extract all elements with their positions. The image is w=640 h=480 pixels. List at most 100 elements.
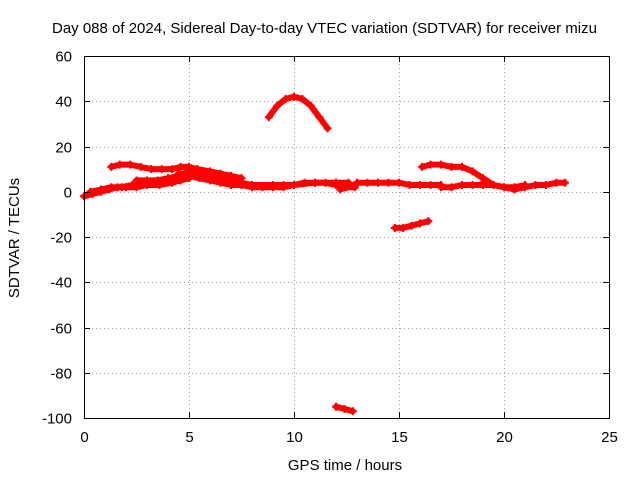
data-point [437, 183, 445, 192]
data-point [227, 180, 235, 189]
data-point [437, 160, 445, 169]
data-point [176, 162, 185, 171]
data-point [521, 180, 529, 189]
data-point [115, 160, 124, 169]
y-tick-label: 60 [55, 49, 72, 66]
data-point [269, 183, 277, 192]
series-track-9 [353, 178, 445, 189]
data-point [323, 124, 332, 133]
data-point [552, 178, 561, 187]
data-point [237, 180, 246, 189]
data-point [384, 178, 393, 187]
data-point [416, 180, 424, 189]
series-track-6 [264, 92, 332, 133]
series-line [265, 93, 331, 132]
y-tick-label: -100 [42, 411, 72, 428]
data-point [426, 180, 435, 189]
data-point [311, 178, 319, 187]
series-track-3 [107, 160, 246, 183]
data-point [195, 174, 204, 183]
data-point [216, 178, 225, 187]
data-point [407, 221, 416, 230]
data-point [395, 178, 403, 187]
data-point [510, 183, 519, 192]
data-point [458, 180, 466, 189]
x-tick-label: 15 [391, 429, 408, 446]
data-point [342, 183, 351, 192]
x-tick-label: 0 [80, 429, 88, 446]
data-point [153, 176, 162, 185]
x-tick-label: 20 [496, 429, 513, 446]
data-point [168, 165, 177, 174]
data-point [353, 178, 361, 187]
data-point [363, 178, 372, 187]
data-point [290, 92, 298, 101]
gridlines [84, 56, 609, 418]
data-point [143, 176, 151, 185]
data-point [107, 183, 116, 192]
data-series [80, 92, 569, 416]
y-tick-label: -20 [50, 230, 72, 247]
data-point [321, 178, 330, 187]
data-point [132, 176, 141, 185]
series-track-8 [336, 183, 359, 194]
data-point [273, 101, 282, 110]
data-point [300, 178, 309, 187]
data-point [332, 402, 340, 411]
data-point [340, 404, 349, 413]
data-point [374, 178, 382, 187]
y-tick-label: 0 [64, 185, 72, 202]
x-tick-label: 10 [286, 429, 303, 446]
data-point [306, 101, 315, 110]
x-axis-label: GPS time / hours [288, 457, 402, 474]
data-point [315, 113, 324, 122]
data-point [258, 183, 267, 192]
data-point [418, 162, 427, 171]
data-point [405, 180, 414, 189]
data-point [426, 160, 435, 169]
data-point [489, 180, 498, 189]
y-tick-label: 40 [55, 94, 72, 111]
data-point [281, 94, 290, 103]
data-point [447, 162, 456, 171]
data-point [86, 187, 95, 196]
data-point [185, 171, 193, 180]
x-tick-label: 25 [601, 429, 618, 446]
axis-ticks: 0 5 10 15 20 25 -100 -80 -60 -40 -20 0 20 40 60 [42, 49, 618, 447]
plot-frame [84, 56, 610, 419]
data-point [416, 219, 424, 228]
data-point [117, 183, 126, 192]
data-point [447, 183, 456, 192]
data-point [157, 165, 166, 174]
data-point [126, 160, 135, 169]
data-point [164, 174, 172, 183]
data-point [128, 180, 137, 189]
data-point [107, 162, 116, 171]
data-point [136, 162, 145, 171]
data-point [96, 185, 105, 194]
data-point [458, 162, 466, 171]
data-point [279, 180, 288, 189]
data-point [290, 180, 298, 189]
data-point [424, 217, 433, 226]
y-tick-label: -80 [50, 366, 72, 383]
data-point [332, 180, 340, 189]
y-axis-label: SDTVAR / TECUs [6, 178, 23, 298]
data-point [500, 183, 508, 192]
data-point [399, 223, 408, 232]
data-point [479, 178, 487, 187]
y-tick-label: 20 [55, 140, 72, 157]
data-point [348, 407, 357, 416]
data-point [531, 180, 540, 189]
data-point [560, 178, 569, 187]
data-point [468, 180, 477, 189]
series-track-13 [479, 178, 529, 192]
data-point [264, 113, 273, 122]
data-point [298, 94, 307, 103]
data-point [147, 165, 156, 174]
series-track-10 [390, 217, 433, 232]
data-point [542, 180, 550, 189]
y-tick-label: -60 [50, 321, 72, 338]
x-tick-label: 5 [185, 429, 193, 446]
